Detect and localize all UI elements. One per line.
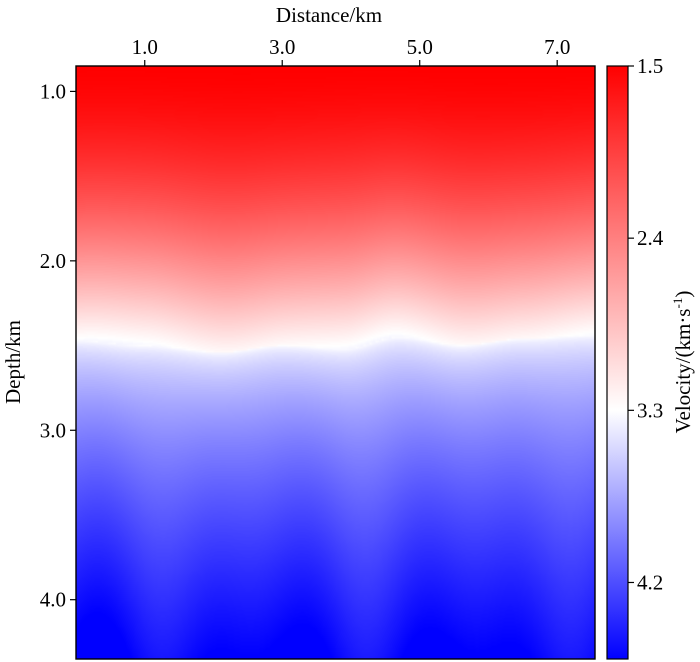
y-tick-label: 4.0 (40, 588, 66, 612)
colorbar-tick-label: 4.2 (637, 570, 663, 594)
colorbar-label-close: ) (671, 291, 695, 298)
colorbar-label-main: Velocity/(km·s (671, 309, 695, 434)
colorbar-label-exponent: -1 (670, 298, 685, 309)
x-tick-label: 5.0 (407, 35, 433, 59)
x-axis-ticks: 1.0 3.0 5.0 7.0 (132, 35, 570, 66)
colorbar-label: Velocity/(km·s-1) (670, 291, 695, 434)
y-tick-label: 1.0 (40, 79, 66, 103)
y-axis-label: Depth/km (1, 320, 25, 404)
plot-frame (75, 65, 596, 660)
y-tick-label: 3.0 (40, 418, 66, 442)
velocity-heatmap (76, 66, 595, 659)
y-axis-ticks: 1.0 2.0 3.0 4.0 (40, 79, 76, 612)
x-tick-label: 3.0 (269, 35, 295, 59)
x-tick-label: 1.0 (132, 35, 158, 59)
colorbar-tick-label: 3.3 (637, 398, 663, 422)
x-tick-label: 7.0 (544, 35, 570, 59)
colorbar-ticks: 1.5 2.4 3.3 4.2 (628, 54, 664, 594)
colorbar (606, 65, 629, 660)
y-tick-label: 2.0 (40, 249, 66, 273)
colorbar-tick-label: 1.5 (637, 54, 663, 78)
colorbar-tick-label: 2.4 (637, 226, 664, 250)
x-axis-label: Distance/km (276, 3, 382, 27)
